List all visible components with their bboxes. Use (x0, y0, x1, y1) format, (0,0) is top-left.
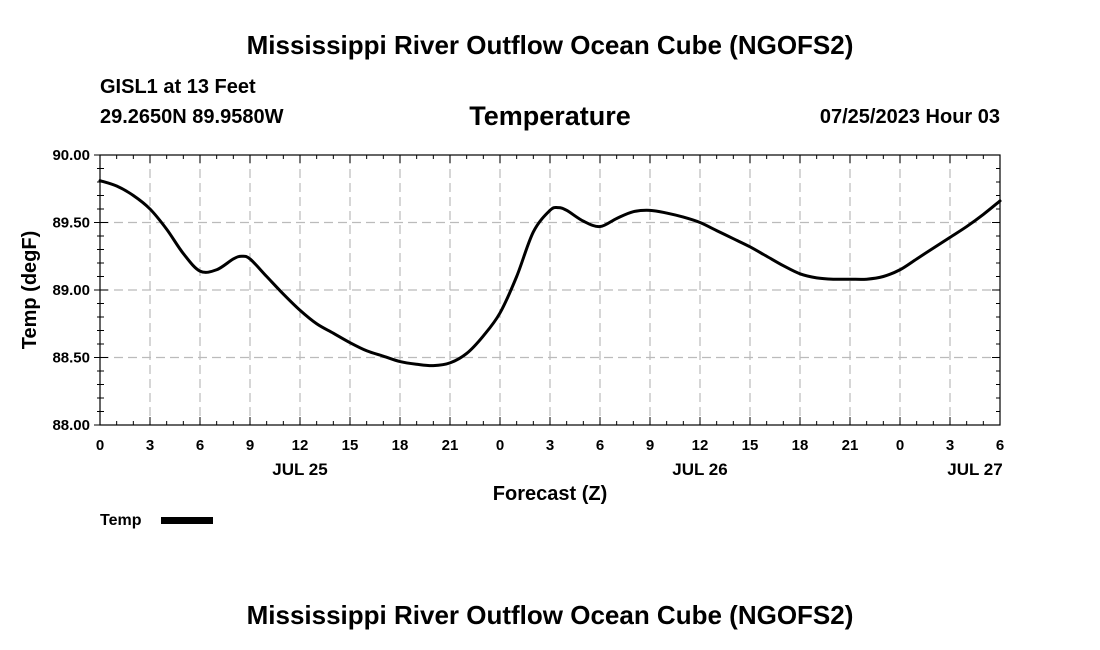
grid-layer (100, 155, 1000, 425)
x-tick-label: 0 (96, 437, 104, 454)
legend-swatch (161, 517, 213, 524)
y-tick-label: 89.00 (52, 282, 90, 299)
footer-title: Mississippi River Outflow Ocean Cube (NG… (246, 600, 854, 630)
x-tick-label: 0 (896, 437, 904, 454)
station-label: GISL1 at 13 Feet (100, 76, 256, 98)
legend: Temp (100, 512, 213, 529)
x-tick-label: 3 (146, 437, 154, 454)
x-tick-label: 0 (496, 437, 504, 454)
x-day-label: JUL 26 (672, 460, 727, 479)
y-tick-label: 88.00 (52, 417, 90, 434)
legend-label: Temp (100, 512, 142, 529)
x-tick-label: 9 (246, 437, 254, 454)
x-tick-label: 3 (546, 437, 554, 454)
x-tick-label: 15 (342, 437, 359, 454)
chart-main-title: Mississippi River Outflow Ocean Cube (NG… (246, 30, 854, 60)
x-day-label: JUL 25 (272, 460, 327, 479)
x-tick-label: 6 (596, 437, 604, 454)
x-tick-label: 15 (742, 437, 759, 454)
x-day-label: JUL 27 (947, 460, 1002, 479)
series-layer (98, 179, 1002, 368)
x-tick-label: 21 (842, 437, 859, 454)
x-tick-label: 21 (442, 437, 459, 454)
x-tick-label: 18 (792, 437, 809, 454)
forecast-timestamp: 07/25/2023 Hour 03 (819, 106, 1000, 128)
x-tick-label: 12 (692, 437, 709, 454)
x-tick-label: 3 (946, 437, 954, 454)
y-tick-label: 88.50 (52, 350, 90, 367)
y-tick-label: 89.50 (52, 215, 90, 232)
tick-layer: 0 3 6 9 12 15 18 21 0 3 6 9 12 15 18 21 0 3 6 88.00 88.50 89.… (52, 147, 1004, 479)
temp-series-line (98, 179, 1002, 368)
y-tick-label: 90.00 (52, 147, 90, 164)
x-tick-label: 18 (392, 437, 409, 454)
x-tick-label: 12 (292, 437, 309, 454)
station-coordinates: 29.2650N 89.9580W (100, 106, 284, 128)
chart-subtitle: Temperature (469, 101, 631, 131)
x-tick-label: 6 (996, 437, 1004, 454)
x-axis-title: Forecast (Z) (493, 483, 607, 505)
x-tick-label: 6 (196, 437, 204, 454)
x-tick-label: 9 (646, 437, 654, 454)
y-axis-title: Temp (degF) (19, 231, 41, 350)
